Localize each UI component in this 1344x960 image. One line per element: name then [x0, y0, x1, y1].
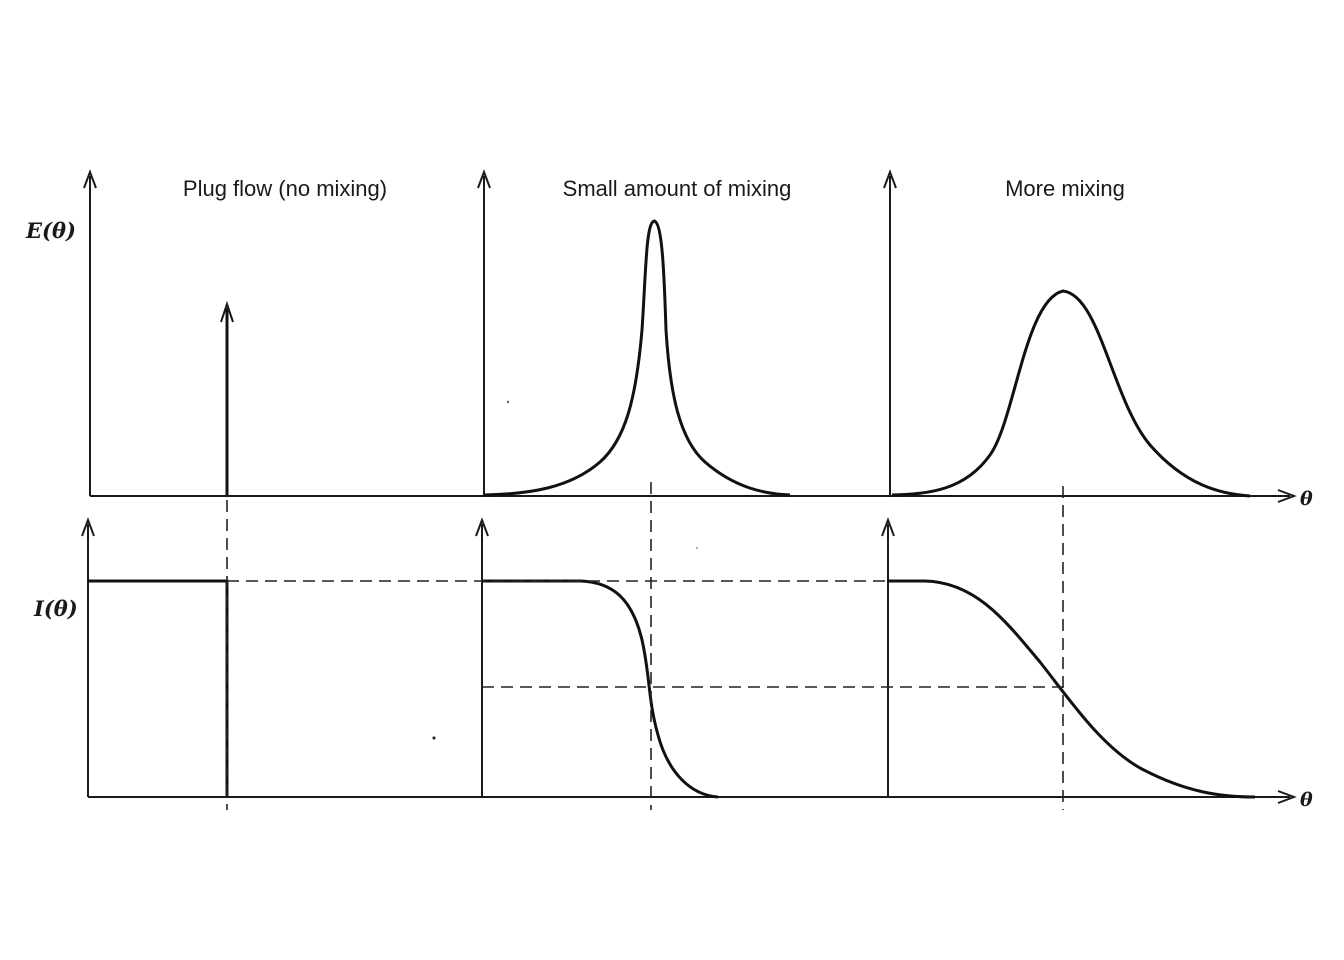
top-panel1-y-axis	[83, 169, 97, 496]
small-mixing-i-curve	[482, 579, 719, 799]
panel-title-small-mixing: Small amount of mixing	[563, 176, 792, 201]
bottom-theta-label: θ	[1300, 789, 1313, 811]
scan-speck	[506, 400, 510, 404]
scan-speck	[432, 736, 436, 740]
top-panel3-y-axis	[883, 169, 897, 496]
more-mixing-i-curve	[888, 579, 1256, 799]
top-theta-label: θ	[1300, 488, 1313, 510]
bottom-panel3-y-axis	[881, 517, 895, 797]
bottom-x-axis	[88, 790, 1297, 804]
scan-speck	[696, 547, 698, 549]
panel-title-plug-flow: Plug flow (no mixing)	[183, 176, 387, 201]
panel-title-more-mixing: More mixing	[1005, 176, 1125, 201]
plug-flow-i-curve	[88, 579, 229, 797]
top-x-axis	[90, 489, 1297, 503]
more-mixing-e-curve	[891, 289, 1251, 498]
bottom-panel2-y-axis	[475, 517, 489, 797]
top-panel2-y-axis	[477, 169, 491, 496]
i-theta-label: I(θ)	[33, 596, 78, 621]
bottom-panel1-y-axis	[81, 517, 95, 797]
plug-flow-impulse	[220, 300, 234, 496]
small-mixing-e-curve	[483, 219, 791, 497]
e-theta-label: E(θ)	[25, 218, 76, 243]
